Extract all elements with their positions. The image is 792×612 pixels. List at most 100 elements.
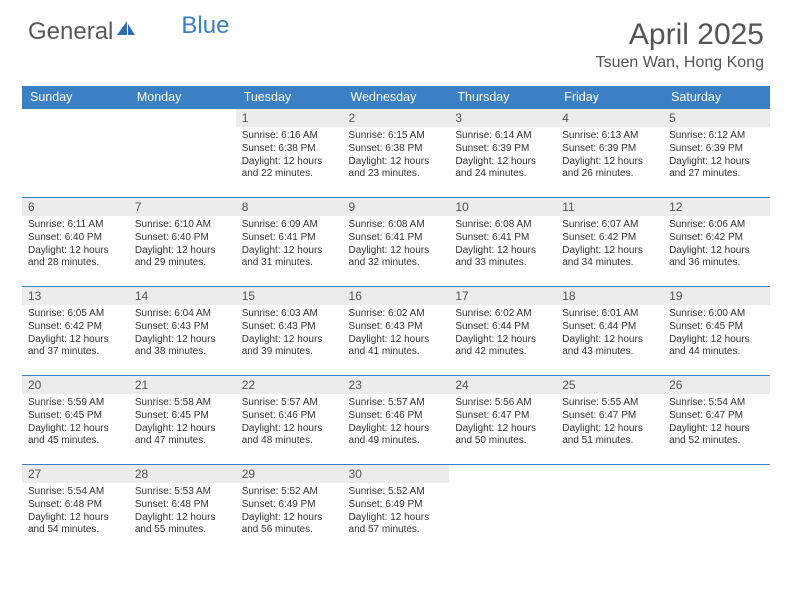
day-details: Sunrise: 6:15 AMSunset: 6:38 PMDaylight:…	[349, 130, 444, 181]
day-number: 14	[129, 287, 236, 305]
brand-text-1: General	[28, 18, 113, 46]
day-header: Thursday	[449, 86, 556, 109]
calendar-cell: 28Sunrise: 5:53 AMSunset: 6:48 PMDayligh…	[129, 465, 236, 554]
day-details: Sunrise: 5:54 AMSunset: 6:48 PMDaylight:…	[28, 486, 123, 537]
day-details: Sunrise: 5:57 AMSunset: 6:46 PMDaylight:…	[242, 397, 337, 448]
day-details: Sunrise: 6:00 AMSunset: 6:45 PMDaylight:…	[669, 308, 764, 359]
day-header: Monday	[129, 86, 236, 109]
calendar-cell: 20Sunrise: 5:59 AMSunset: 6:45 PMDayligh…	[22, 376, 129, 465]
day-details: Sunrise: 5:52 AMSunset: 6:49 PMDaylight:…	[349, 486, 444, 537]
day-number: 16	[343, 287, 450, 305]
day-details: Sunrise: 6:05 AMSunset: 6:42 PMDaylight:…	[28, 308, 123, 359]
location-text: Tsuen Wan, Hong Kong	[596, 54, 764, 72]
day-details: Sunrise: 6:14 AMSunset: 6:39 PMDaylight:…	[455, 130, 550, 181]
calendar-cell: 17 Sunrise: 6:02 AMSunset: 6:44 PMDayligh…	[449, 287, 556, 376]
day-details: Sunrise: 5:54 AMSunset: 6:47 PMDaylight:…	[669, 397, 764, 448]
day-number: 19	[663, 287, 770, 305]
calendar-cell: .	[449, 465, 556, 554]
calendar-cell: .	[129, 109, 236, 198]
calendar-head: SundayMondayTuesdayWednesdayThursdayFrid…	[22, 86, 770, 109]
day-number: 6	[22, 198, 129, 216]
calendar-cell: 6 Sunrise: 6:11 AMSunset: 6:40 PMDaylight…	[22, 198, 129, 287]
day-details: Sunrise: 6:07 AMSunset: 6:42 PMDaylight:…	[562, 219, 657, 270]
calendar-cell: 21 Sunrise: 5:58 AMSunset: 6:45 PMDayligh…	[129, 376, 236, 465]
title-block: April 2025 Tsuen Wan, Hong Kong	[596, 18, 764, 72]
day-number: 7	[129, 198, 236, 216]
calendar-cell: 4 Sunrise: 6:13 AMSunset: 6:39 PMDaylight…	[556, 109, 663, 198]
day-details: Sunrise: 6:10 AMSunset: 6:40 PMDaylight:…	[135, 219, 230, 270]
day-details: Sunrise: 5:55 AMSunset: 6:47 PMDaylight:…	[562, 397, 657, 448]
calendar-cell: 14 Sunrise: 6:04 AMSunset: 6:43 PMDayligh…	[129, 287, 236, 376]
calendar-cell: .	[22, 109, 129, 198]
day-header: Tuesday	[236, 86, 343, 109]
calendar-cell: 12Sunrise: 6:06 AMSunset: 6:42 PMDayligh…	[663, 198, 770, 287]
day-details: Sunrise: 6:01 AMSunset: 6:44 PMDaylight:…	[562, 308, 657, 359]
calendar-cell: 18 Sunrise: 6:01 AMSunset: 6:44 PMDayligh…	[556, 287, 663, 376]
day-number: 17	[449, 287, 556, 305]
day-details: Sunrise: 6:02 AMSunset: 6:44 PMDaylight:…	[455, 308, 550, 359]
brand-logo: General Blue	[28, 18, 229, 46]
day-details: Sunrise: 6:13 AMSunset: 6:39 PMDaylight:…	[562, 130, 657, 181]
day-number: 26	[663, 376, 770, 394]
month-title: April 2025	[596, 18, 764, 52]
day-number: 15	[236, 287, 343, 305]
calendar-week-row: 13 Sunrise: 6:05 AMSunset: 6:42 PMDayligh…	[22, 287, 770, 376]
calendar-cell: .	[556, 465, 663, 554]
calendar-cell: 29 Sunrise: 5:52 AMSunset: 6:49 PMDayligh…	[236, 465, 343, 554]
day-details: Sunrise: 6:08 AMSunset: 6:41 PMDaylight:…	[349, 219, 444, 270]
calendar-cell: 8 Sunrise: 6:09 AMSunset: 6:41 PMDaylight…	[236, 198, 343, 287]
calendar-cell: 11 Sunrise: 6:07 AMSunset: 6:42 PMDayligh…	[556, 198, 663, 287]
day-number: 5	[663, 109, 770, 127]
calendar-cell: 24 Sunrise: 5:56 AMSunset: 6:47 PMDayligh…	[449, 376, 556, 465]
calendar-cell: 15 Sunrise: 6:03 AMSunset: 6:43 PMDayligh…	[236, 287, 343, 376]
calendar-cell: 23Sunrise: 5:57 AMSunset: 6:46 PMDayligh…	[343, 376, 450, 465]
day-number: 4	[556, 109, 663, 127]
day-details: Sunrise: 5:56 AMSunset: 6:47 PMDaylight:…	[455, 397, 550, 448]
day-number: 21	[129, 376, 236, 394]
day-details: Sunrise: 5:52 AMSunset: 6:49 PMDaylight:…	[242, 486, 337, 537]
day-details: Sunrise: 6:02 AMSunset: 6:43 PMDaylight:…	[349, 308, 444, 359]
calendar-cell: 25 Sunrise: 5:55 AMSunset: 6:47 PMDayligh…	[556, 376, 663, 465]
brand-text-2: Blue	[181, 12, 229, 40]
calendar-week-row: 27 Sunrise: 5:54 AMSunset: 6:48 PMDayligh…	[22, 465, 770, 554]
day-number: 12	[663, 198, 770, 216]
day-number: 3	[449, 109, 556, 127]
calendar-cell: 13 Sunrise: 6:05 AMSunset: 6:42 PMDayligh…	[22, 287, 129, 376]
day-number: 13	[22, 287, 129, 305]
day-number: 9	[343, 198, 450, 216]
day-number: 25	[556, 376, 663, 394]
day-details: Sunrise: 6:09 AMSunset: 6:41 PMDaylight:…	[242, 219, 337, 270]
day-header: Friday	[556, 86, 663, 109]
day-number: 20	[22, 376, 129, 394]
calendar-week-row: ..1Sunrise: 6:16 AMSunset: 6:38 PMDaylig…	[22, 109, 770, 198]
calendar-cell: 22Sunrise: 5:57 AMSunset: 6:46 PMDayligh…	[236, 376, 343, 465]
day-number: 8	[236, 198, 343, 216]
day-details: Sunrise: 5:53 AMSunset: 6:48 PMDaylight:…	[135, 486, 230, 537]
calendar-cell: 27 Sunrise: 5:54 AMSunset: 6:48 PMDayligh…	[22, 465, 129, 554]
calendar-cell: 1Sunrise: 6:16 AMSunset: 6:38 PMDaylight…	[236, 109, 343, 198]
day-details: Sunrise: 6:03 AMSunset: 6:43 PMDaylight:…	[242, 308, 337, 359]
day-number: 18	[556, 287, 663, 305]
day-number: 24	[449, 376, 556, 394]
day-details: Sunrise: 5:58 AMSunset: 6:45 PMDaylight:…	[135, 397, 230, 448]
day-number: 23	[343, 376, 450, 394]
sail-icon	[115, 16, 137, 44]
day-header: Saturday	[663, 86, 770, 109]
calendar-cell: 10Sunrise: 6:08 AMSunset: 6:41 PMDayligh…	[449, 198, 556, 287]
day-number: 27	[22, 465, 129, 483]
calendar-week-row: 6 Sunrise: 6:11 AMSunset: 6:40 PMDaylight…	[22, 198, 770, 287]
day-details: Sunrise: 6:04 AMSunset: 6:43 PMDaylight:…	[135, 308, 230, 359]
calendar-cell: 3 Sunrise: 6:14 AMSunset: 6:39 PMDaylight…	[449, 109, 556, 198]
calendar-cell: 2Sunrise: 6:15 AMSunset: 6:38 PMDaylight…	[343, 109, 450, 198]
calendar-cell: 16 Sunrise: 6:02 AMSunset: 6:43 PMDayligh…	[343, 287, 450, 376]
day-header-row: SundayMondayTuesdayWednesdayThursdayFrid…	[22, 86, 770, 109]
page-header: General Blue April 2025 Tsuen Wan, Hong …	[0, 0, 792, 80]
day-details: Sunrise: 6:11 AMSunset: 6:40 PMDaylight:…	[28, 219, 123, 270]
day-number: 11	[556, 198, 663, 216]
day-number: 29	[236, 465, 343, 483]
day-header: Sunday	[22, 86, 129, 109]
day-header: Wednesday	[343, 86, 450, 109]
day-details: Sunrise: 6:16 AMSunset: 6:38 PMDaylight:…	[242, 130, 337, 181]
calendar-body: ..1Sunrise: 6:16 AMSunset: 6:38 PMDaylig…	[22, 109, 770, 554]
day-details: Sunrise: 6:08 AMSunset: 6:41 PMDaylight:…	[455, 219, 550, 270]
